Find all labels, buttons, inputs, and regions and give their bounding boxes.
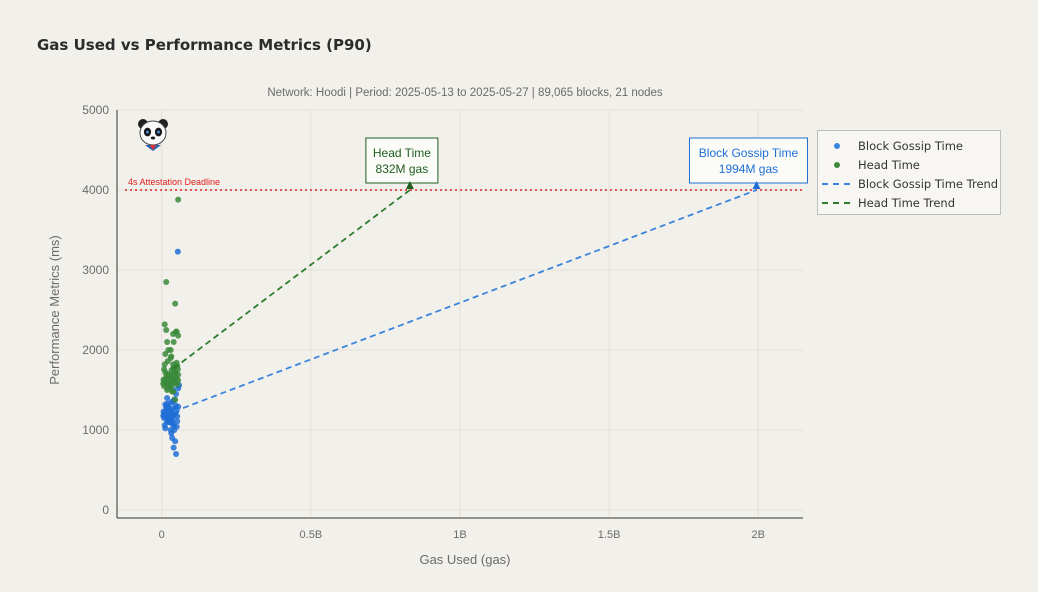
head-time-point <box>167 372 174 379</box>
head-time-point <box>164 339 171 345</box>
annotations: Head Time 832M gas Block Gossip Time 1994M … <box>365 137 808 189</box>
x-tick-label: 2B <box>752 529 765 541</box>
chart-subtitle: Network: Hoodi | Period: 2025-05-13 to 2… <box>267 87 663 99</box>
head-time-trend-line <box>173 189 411 370</box>
axes: 0 1000 2000 3000 4000 5000 0 0.5B 1B 1.5B 2B <box>82 103 803 541</box>
annotation-text: Head Time <box>373 146 431 160</box>
legend-item-head-time: Head Time <box>818 157 920 173</box>
x-tick-label: 0 <box>159 529 165 541</box>
y-axis-label: Performance Metrics (ms) <box>47 235 62 385</box>
scatter-points <box>160 196 183 457</box>
head-time-point <box>161 366 168 373</box>
block-gossip-time-point <box>162 425 169 432</box>
annotation-box <box>688 137 808 184</box>
head-time-point <box>175 377 182 384</box>
x-tick-label: 1B <box>453 529 466 541</box>
legend-label: Block Gossip Time <box>858 139 963 153</box>
annotation-block-gossip-time: Block Gossip Time 1994M gas <box>688 137 808 189</box>
block-gossip-time-point <box>169 411 176 418</box>
y-tick-label: 1000 <box>82 423 109 437</box>
y-tick-label: 2000 <box>82 343 109 357</box>
annotation-text: 1994M gas <box>719 162 778 176</box>
block-gossip-time-trend-line <box>173 189 757 413</box>
block-gossip-time-point <box>161 413 168 420</box>
head-time-point <box>169 388 176 395</box>
y-tick-label: 5000 <box>82 103 109 117</box>
y-tick-label: 4000 <box>82 183 109 197</box>
annotation-arrow <box>752 181 761 189</box>
y-tick-label: 0 <box>102 503 109 517</box>
head-time-point <box>164 385 171 392</box>
trend-lines <box>173 189 757 413</box>
legend-label: Head Time Trend <box>858 196 955 210</box>
head-time-point <box>172 300 179 307</box>
annotation-box <box>365 137 439 184</box>
block-gossip-time-point <box>172 438 179 445</box>
head-time-point <box>173 328 180 335</box>
head-time-point <box>175 196 182 203</box>
legend-label: Head Time <box>858 158 920 172</box>
block-gossip-time-point <box>173 451 180 457</box>
head-time-point <box>168 353 175 360</box>
legend-item-block-gossip-time: Block Gossip Time <box>818 138 963 154</box>
attestation-deadline-label: 4s Attestation Deadline <box>128 177 220 187</box>
x-axis-label: Gas Used (gas) <box>419 552 510 567</box>
head-time-point <box>169 379 176 386</box>
x-tick-label: 0.5B <box>300 529 323 541</box>
annotation-text: Block Gossip Time <box>699 146 799 160</box>
head-time-point <box>170 361 177 368</box>
reference-line: 4s Attestation Deadline <box>125 177 803 191</box>
chart-legend: Block Gossip Time Head Time Block Gossip… <box>817 130 1001 215</box>
head-time-point <box>170 339 177 345</box>
head-time-point <box>167 347 174 353</box>
head-time-point <box>163 327 170 333</box>
head-time-point <box>162 380 169 387</box>
head-time-point <box>171 369 178 376</box>
block-gossip-time-point <box>164 395 171 401</box>
x-tick-label: 1.5B <box>598 529 621 541</box>
head-time-point <box>163 279 170 285</box>
block-gossip-time-point <box>174 248 181 255</box>
block-gossip-time-point <box>163 403 170 410</box>
block-gossip-time-point <box>167 427 174 433</box>
block-gossip-time-point <box>169 416 176 423</box>
annotation-text: 832M gas <box>376 162 429 176</box>
block-gossip-time-point <box>174 418 181 425</box>
panda-icon <box>138 119 168 151</box>
chart-title: Gas Used vs Performance Metrics (P90) <box>37 36 372 54</box>
y-tick-label: 3000 <box>82 263 109 277</box>
annotation-head-time: Head Time 832M gas <box>365 137 439 189</box>
annotation-arrow <box>405 181 414 189</box>
block-gossip-time-point <box>170 444 177 451</box>
head-time-point <box>172 396 179 403</box>
legend-label: Block Gossip Time Trend <box>858 177 999 191</box>
head-time-point <box>161 321 168 328</box>
legend-item-head-time-trend: Head Time Trend <box>818 195 955 211</box>
legend-item-block-gossip-trend: Block Gossip Time Trend <box>818 176 998 192</box>
